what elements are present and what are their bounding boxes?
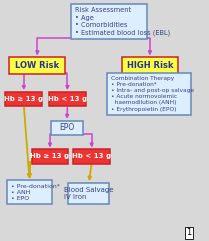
Text: LOW Risk: LOW Risk [15,61,59,70]
FancyBboxPatch shape [73,149,110,164]
Text: 1: 1 [186,228,192,237]
FancyBboxPatch shape [122,57,178,74]
Text: HIGH Risk: HIGH Risk [127,61,173,70]
FancyBboxPatch shape [71,4,147,39]
FancyBboxPatch shape [107,73,191,114]
FancyBboxPatch shape [7,181,52,204]
FancyBboxPatch shape [9,57,65,74]
FancyBboxPatch shape [51,120,83,135]
FancyBboxPatch shape [32,149,68,164]
Text: Hb < 13 g: Hb < 13 g [72,154,111,160]
Text: Risk Assessment
• Age
• Comorbidities
• Estimated blood loss (EBL): Risk Assessment • Age • Comorbidities • … [75,7,171,36]
Text: Hb < 13 g: Hb < 13 g [48,96,87,102]
Text: Hb ≥ 13 g: Hb ≥ 13 g [4,96,43,102]
FancyBboxPatch shape [49,92,86,106]
Text: Blood Salvage
IV Iron: Blood Salvage IV Iron [64,187,113,200]
FancyBboxPatch shape [5,92,42,106]
FancyBboxPatch shape [68,183,109,204]
Text: • Pre-donation*
• ANH
• EPO: • Pre-donation* • ANH • EPO [11,184,60,201]
Text: Hb ≥ 13 g: Hb ≥ 13 g [31,154,70,160]
Text: EPO: EPO [59,123,75,132]
Text: Combination Therapy
• Pre-donation*
• Intra- and post-op salvage
• Acute normovo: Combination Therapy • Pre-donation* • In… [111,75,194,112]
